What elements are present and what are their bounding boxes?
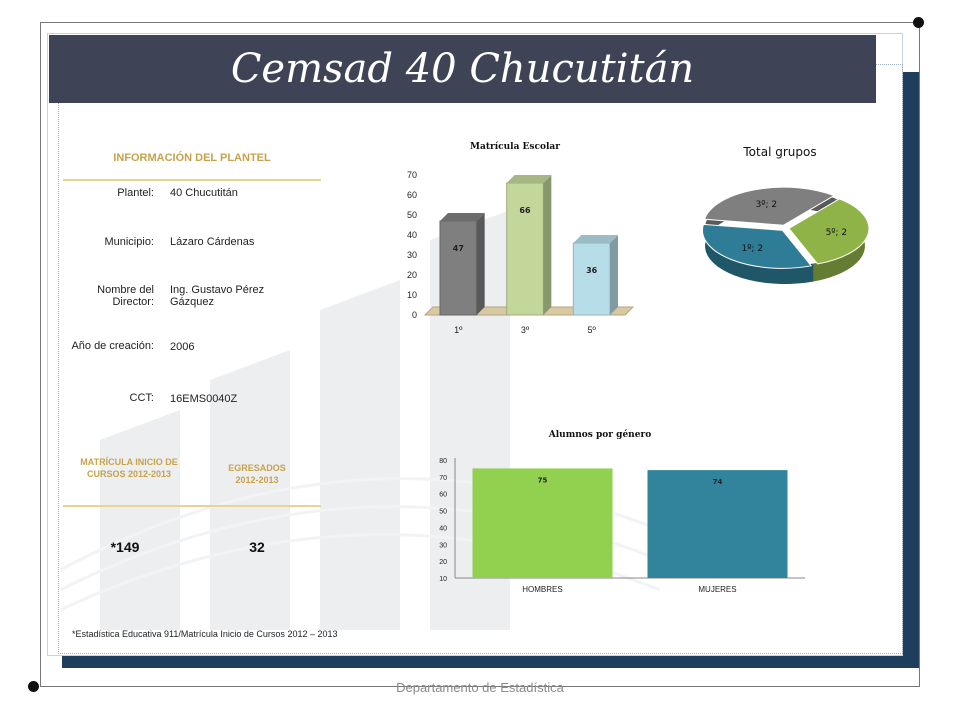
bar-3º [506, 182, 544, 316]
y-tick-label: 0 [412, 310, 417, 320]
pie-label: 5º; 2 [826, 228, 848, 238]
label-municipio: Municipio: [104, 236, 154, 248]
bar-side [476, 213, 485, 315]
pie-slice [788, 198, 870, 265]
y-tick-label: 30 [439, 542, 447, 549]
bar-side [610, 235, 618, 315]
corner-dot-bottom-left [28, 681, 39, 692]
bar-data-label: 47 [453, 244, 464, 253]
y-tick-label: 70 [439, 475, 447, 482]
y-tick-label: 50 [439, 509, 447, 516]
matricula-value: *149 [110, 539, 140, 555]
y-tick-label: 20 [439, 559, 447, 566]
bar-data-label: 75 [538, 476, 548, 484]
value-municipio: Lázaro Cárdenas [170, 236, 255, 248]
bar-5º [572, 242, 611, 316]
label-anio: Año de creación: [71, 340, 154, 352]
y-tick-label: 10 [439, 576, 447, 583]
label-cct: CCT: [129, 392, 154, 404]
chart-grupos-title: Total grupos [743, 145, 817, 159]
pie-label: 1º; 2 [741, 244, 763, 254]
egresados-value: 32 [249, 539, 265, 555]
egresados-title: EGRESADOS 2012-2013 [228, 463, 286, 485]
bar-MUJERES [647, 470, 788, 578]
y-tick-label: 40 [407, 230, 417, 240]
corner-dot-top-right [913, 17, 924, 28]
chart-genero: 10 20 30 40 50 60 70 80 75 HOMBRES 74 MUJERES [439, 458, 805, 594]
y-tick-label: 70 [407, 170, 417, 180]
chart-genero-title: Alumnos por género [548, 430, 652, 440]
label-director: Nombre del Director: [97, 284, 154, 308]
x-tick-label: MUJERES [698, 585, 736, 594]
bottom-rule [40, 686, 920, 687]
x-tick-label: 1º [454, 325, 463, 335]
footnote: *Estadística Educativa 911/Matrícula Ini… [72, 629, 338, 639]
left-rule [40, 22, 41, 687]
y-tick-label: 50 [407, 210, 417, 220]
info-section-title: INFORMACIÓN DEL PLANTEL [113, 152, 271, 164]
title-bar [49, 35, 876, 103]
y-tick-label: 10 [407, 290, 417, 300]
right-rule [919, 22, 920, 687]
chart-matricula: 0 10 20 30 40 50 60 70 47 1º 66 3º 36 5º [407, 170, 635, 335]
value-plantel: 40 Chucutitán [170, 187, 238, 199]
x-tick-label: HOMBRES [522, 585, 562, 594]
pie-label: 3º; 2 [756, 200, 778, 210]
value-anio: 2006 [170, 341, 195, 353]
value-director: Ing. Gustavo Pérez Gázquez [170, 284, 265, 308]
matricula-divider [63, 505, 321, 507]
x-tick-label: 5º [588, 325, 597, 335]
bar-1º [439, 220, 478, 316]
bar-data-label: 66 [519, 206, 531, 215]
info-divider [63, 179, 321, 181]
footer-text: Departamento de Estadística [396, 680, 564, 695]
y-tick-label: 60 [407, 190, 417, 200]
bar-data-label: 74 [713, 478, 723, 486]
chart-matricula-title: Matrícula Escolar [470, 142, 560, 152]
y-tick-label: 40 [439, 525, 447, 532]
bar-top [506, 175, 552, 183]
bar-data-label: 36 [586, 266, 598, 275]
chart-grupos: 3º; 2 5º; 2 1º; 2 [702, 186, 870, 284]
y-tick-label: 20 [407, 270, 417, 280]
matricula-title: MATRÍCULA INICIO DE CURSOS 2012-2013 [80, 457, 178, 479]
page-title: Cemsad 40 Chucutitán [230, 46, 695, 92]
value-cct: 16EMS0040Z [170, 393, 238, 405]
bar-top [440, 213, 485, 221]
bar-HOMBRES [472, 468, 613, 578]
pie-slice [703, 186, 836, 226]
bar-side [543, 175, 552, 315]
top-rule [40, 22, 920, 23]
x-tick-label: 3º [521, 325, 530, 335]
y-tick-label: 60 [439, 492, 447, 499]
y-tick-label: 80 [439, 458, 447, 465]
label-plantel: Plantel: [117, 187, 154, 199]
y-tick-label: 30 [407, 250, 417, 260]
bar-top [573, 235, 618, 243]
pie-slice [702, 223, 813, 269]
